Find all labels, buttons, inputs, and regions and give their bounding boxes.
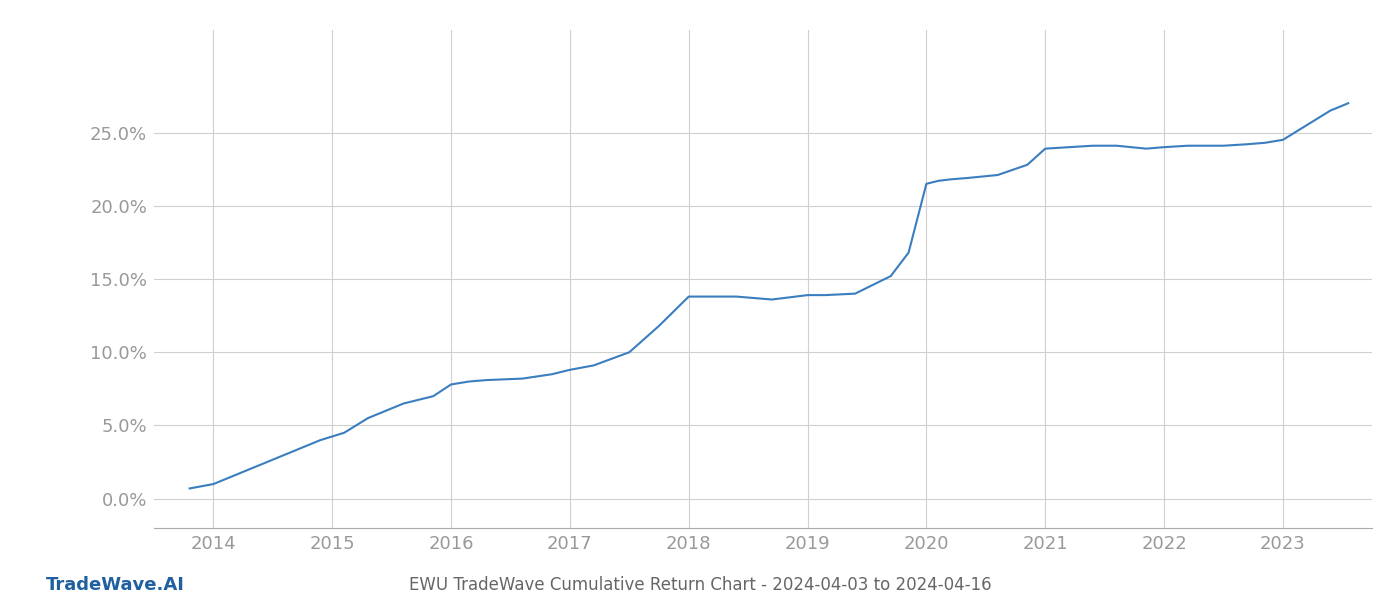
Text: TradeWave.AI: TradeWave.AI bbox=[46, 576, 185, 594]
Text: EWU TradeWave Cumulative Return Chart - 2024-04-03 to 2024-04-16: EWU TradeWave Cumulative Return Chart - … bbox=[409, 576, 991, 594]
